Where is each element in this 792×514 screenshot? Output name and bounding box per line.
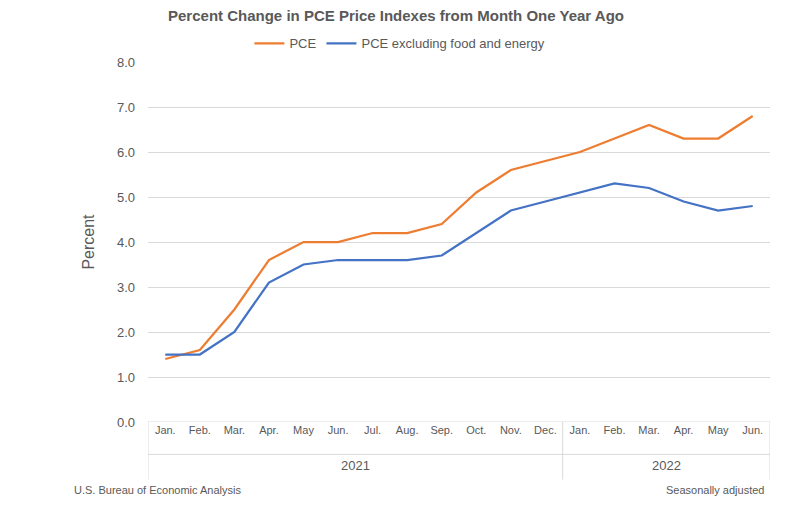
svg-text:May: May: [293, 424, 314, 436]
svg-text:6.0: 6.0: [117, 145, 135, 160]
svg-text:3.0: 3.0: [117, 280, 135, 295]
svg-text:2022: 2022: [652, 458, 681, 473]
svg-text:Jul.: Jul.: [364, 424, 381, 436]
svg-text:Jun.: Jun.: [742, 424, 763, 436]
svg-text:8.0: 8.0: [117, 55, 135, 70]
svg-text:5.0: 5.0: [117, 190, 135, 205]
svg-text:Dec.: Dec.: [534, 424, 557, 436]
svg-text:Seasonally adjusted: Seasonally adjusted: [666, 484, 764, 496]
svg-text:Mar.: Mar.: [638, 424, 659, 436]
svg-text:Mar.: Mar.: [224, 424, 245, 436]
svg-text:Jan.: Jan.: [570, 424, 591, 436]
svg-text:Jun.: Jun.: [328, 424, 349, 436]
svg-text:Feb.: Feb.: [189, 424, 211, 436]
svg-text:Aug.: Aug.: [396, 424, 419, 436]
svg-text:Percent: Percent: [80, 214, 97, 270]
svg-text:7.0: 7.0: [117, 100, 135, 115]
svg-text:Oct.: Oct.: [466, 424, 486, 436]
svg-text:Feb.: Feb.: [603, 424, 625, 436]
svg-text:4.0: 4.0: [117, 235, 135, 250]
svg-text:Percent Change in PCE Price In: Percent Change in PCE Price Indexes from…: [168, 7, 624, 24]
svg-text:Sep.: Sep.: [430, 424, 453, 436]
svg-text:PCE excluding food and energy: PCE excluding food and energy: [361, 36, 544, 51]
svg-text:May: May: [708, 424, 729, 436]
svg-text:1.0: 1.0: [117, 370, 135, 385]
svg-text:2021: 2021: [341, 458, 370, 473]
svg-text:U.S. Bureau of Economic Analys: U.S. Bureau of Economic Analysis: [74, 484, 241, 496]
svg-text:2.0: 2.0: [117, 325, 135, 340]
svg-text:PCE: PCE: [289, 36, 316, 51]
svg-text:Jan.: Jan.: [155, 424, 176, 436]
svg-text:Nov.: Nov.: [500, 424, 522, 436]
svg-text:0.0: 0.0: [117, 415, 135, 430]
svg-text:Apr.: Apr.: [674, 424, 694, 436]
svg-text:Apr.: Apr.: [259, 424, 279, 436]
